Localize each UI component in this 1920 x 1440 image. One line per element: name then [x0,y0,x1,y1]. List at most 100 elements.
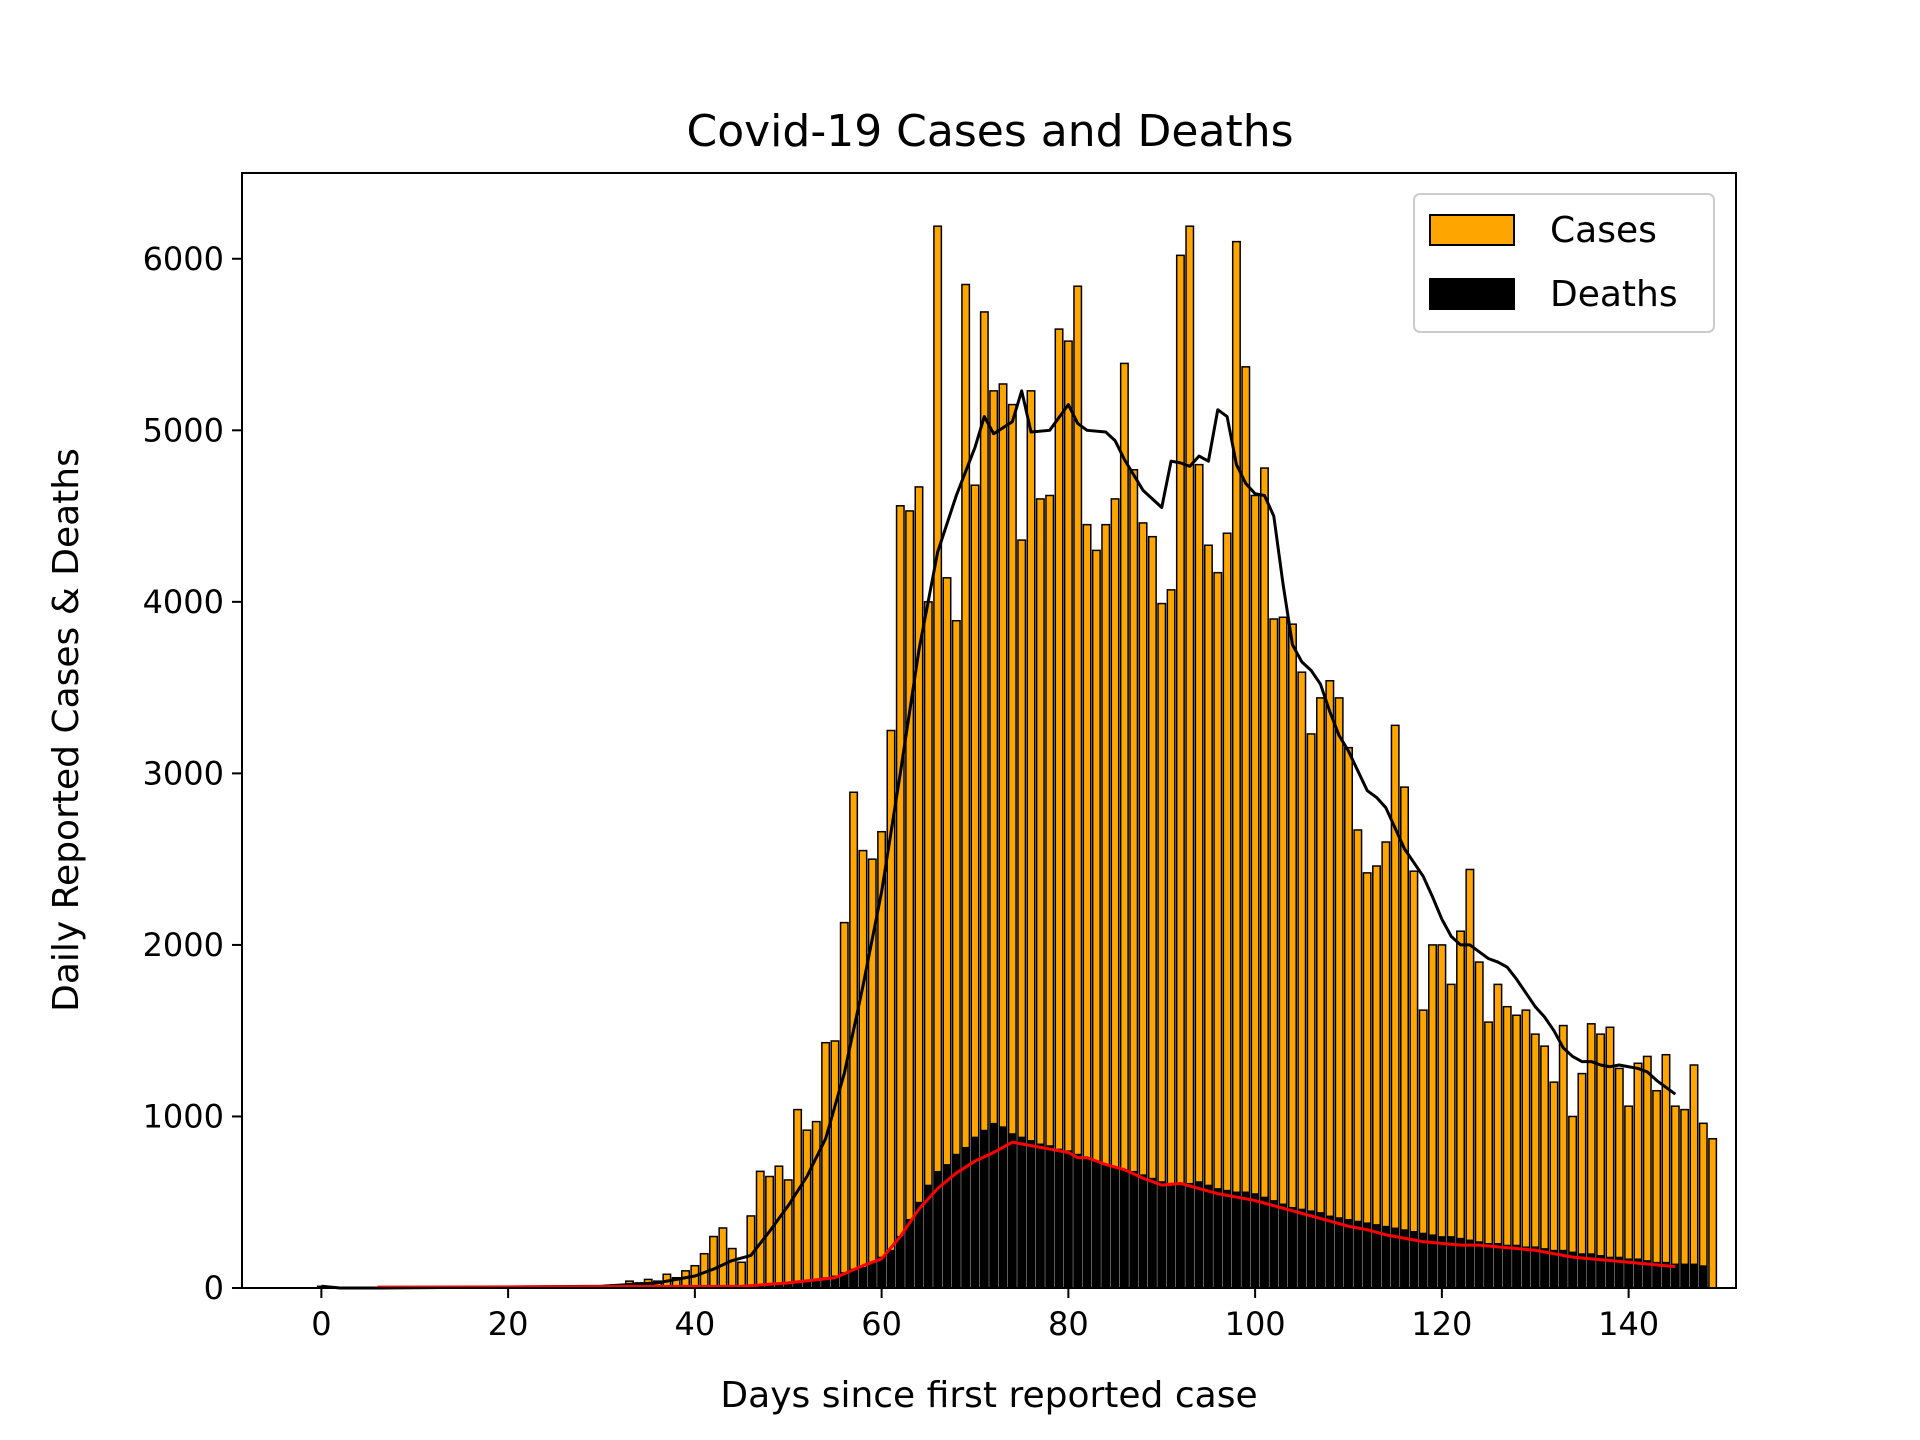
deaths-bar [1307,1210,1316,1289]
x-axis-ticks: 0 20 40 60 80 100 120 140 [311,1288,1659,1343]
cases-bar [1287,623,1297,1289]
moving-average-lines [321,389,1677,1290]
x-tick-label: 140 [1598,1305,1659,1343]
cases-bar [1558,1024,1568,1289]
deaths-bar [998,1126,1008,1289]
deaths-bar [1213,1188,1222,1289]
cases-bar [1316,697,1325,1289]
deaths-bar [1092,1160,1101,1289]
deaths-bar [1017,1136,1026,1289]
deaths-bar [1166,1182,1176,1289]
cases-bar [1147,535,1157,1289]
deaths-bar [1363,1222,1372,1289]
deaths-bar [1082,1157,1092,1289]
y-tick-label: 3000 [143,754,224,792]
cases-bar [737,1261,747,1289]
y-axis-label: Daily Reported Cases & Deaths [46,448,87,1012]
cases-bar [1353,829,1363,1289]
x-tick-label: 120 [1411,1305,1472,1343]
deaths-bar [1297,1208,1306,1289]
deaths-bar [1680,1263,1689,1289]
deaths-bar [1549,1249,1559,1289]
deaths-bar [1540,1248,1549,1289]
deaths-bar [1110,1167,1120,1289]
cases-bar [1409,870,1419,1289]
legend-label-cases: Cases [1550,210,1657,251]
cases-bar [709,1235,719,1289]
x-tick-label: 20 [488,1305,529,1343]
deaths-bar [1335,1217,1344,1289]
deaths-bar [1008,1133,1017,1289]
cases-bar [727,1247,737,1289]
cases-bar [1175,254,1185,1289]
cases-bar [1054,328,1064,1289]
cases-bar [755,1170,765,1289]
cases-bar [1073,285,1083,1289]
deaths-bar [1073,1153,1082,1289]
y-tick-label: 6000 [143,240,224,278]
cases-bar [1493,983,1503,1289]
cases-bar [1138,522,1148,1289]
cases-bar [1231,240,1241,1289]
deaths-bar [1699,1265,1708,1289]
cases-bar [1063,340,1073,1289]
y-tick-label: 5000 [143,411,224,449]
x-tick-label: 60 [861,1305,902,1343]
cases-bar [1269,618,1279,1289]
deaths-bar [1465,1239,1475,1289]
x-axis-label: Days since first reported case [720,1375,1257,1416]
deaths-bar [1232,1191,1241,1289]
cases-bar [858,849,868,1289]
deaths-bar [1475,1241,1484,1289]
deaths-bar [1148,1177,1157,1289]
cases-bar [1185,225,1195,1289]
cases-bar [1708,1138,1718,1289]
cases-bar [1521,1009,1531,1289]
deaths-bar [1316,1212,1325,1289]
deaths-bar [1138,1174,1148,1289]
cases-bar [718,1227,728,1289]
deaths-bar [1222,1189,1232,1289]
deaths-bar [1260,1196,1269,1289]
cases-bar [1596,1033,1606,1289]
deaths-bar [896,1236,905,1289]
cases-bar [1381,841,1391,1289]
cases-average-line [321,389,1677,1290]
cases-bar [1465,868,1475,1289]
cases-bar [1689,1064,1699,1289]
cases-bar [1222,532,1232,1289]
cases-bar [1670,1105,1680,1289]
legend-swatch-deaths [1429,278,1515,310]
y-tick-label: 2000 [143,926,224,964]
cases-bar [1633,1062,1643,1289]
deaths-bar [886,1249,896,1289]
cases-bar [1456,930,1466,1289]
cases-bar [1119,362,1129,1289]
cases-bar [774,1165,784,1289]
y-axis-ticks: 0 1000 2000 3000 4000 5000 6000 [143,240,242,1307]
cases-bar [1129,469,1139,1289]
cases-bar [961,283,971,1289]
cases-bar [783,1179,793,1289]
cases-bar [1213,571,1223,1289]
plot-frame [241,172,1737,1289]
cases-bar [895,505,905,1289]
deaths-bar [1521,1246,1531,1289]
y-tick-label: 1000 [143,1097,224,1135]
cases-bar [830,1040,840,1289]
x-tick-label: 80 [1048,1305,1089,1343]
deaths-bar [1288,1206,1297,1289]
cases-bar [1390,724,1400,1289]
chart-title: Covid-19 Cases and Deaths [686,106,1293,157]
legend: Cases Deaths [1413,193,1715,333]
deaths-bar [1064,1150,1073,1289]
cases-bar [1680,1108,1690,1289]
deaths-bar [1157,1181,1166,1289]
legend-swatch-cases [1429,214,1515,246]
deaths-bar [1120,1169,1129,1289]
x-tick-label: 100 [1225,1305,1286,1343]
cases-bar [914,486,924,1289]
deaths-bar [868,1261,877,1289]
deaths-bar [1344,1218,1353,1289]
